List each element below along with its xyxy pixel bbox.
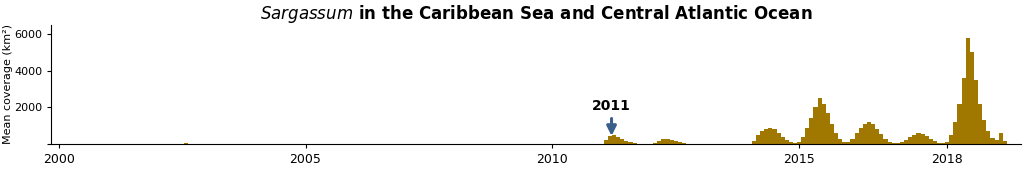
Bar	[962, 78, 966, 144]
Bar	[929, 139, 933, 144]
Bar	[809, 118, 813, 144]
Bar	[937, 143, 941, 144]
Bar	[904, 140, 908, 144]
Bar	[776, 133, 780, 144]
Bar	[666, 139, 670, 144]
Bar	[653, 143, 657, 144]
Bar	[760, 131, 764, 144]
Bar	[966, 38, 970, 144]
Bar	[978, 104, 982, 144]
Bar	[662, 139, 666, 144]
Bar	[772, 129, 776, 144]
Bar	[941, 143, 945, 144]
Bar	[657, 140, 662, 144]
Bar	[682, 143, 686, 144]
Bar	[633, 143, 637, 144]
Bar	[805, 128, 809, 144]
Bar	[953, 122, 957, 144]
Bar	[825, 113, 830, 144]
Bar	[674, 141, 678, 144]
Bar	[843, 142, 847, 144]
Text: 2011: 2011	[592, 99, 631, 132]
Bar	[880, 134, 884, 144]
Bar	[949, 135, 953, 144]
Bar	[900, 142, 904, 144]
Title: $\mathit{Sargassum}$ in the Caribbean Sea and Central Atlantic Ocean: $\mathit{Sargassum}$ in the Caribbean Se…	[260, 3, 813, 25]
Bar	[912, 135, 916, 144]
Bar	[851, 139, 855, 144]
Bar	[871, 124, 876, 144]
Bar	[884, 139, 888, 144]
Bar	[616, 137, 621, 144]
Bar	[780, 137, 784, 144]
Bar	[896, 143, 900, 144]
Bar	[604, 140, 608, 144]
Bar	[990, 138, 994, 144]
Bar	[859, 128, 863, 144]
Bar	[678, 142, 682, 144]
Bar	[908, 137, 912, 144]
Bar	[876, 129, 880, 144]
Bar	[925, 136, 929, 144]
Bar	[863, 124, 867, 144]
Bar	[184, 143, 188, 144]
Bar	[784, 140, 788, 144]
Bar	[986, 131, 990, 144]
Bar	[847, 142, 851, 144]
Bar	[916, 133, 921, 144]
Bar	[998, 133, 1002, 144]
Bar	[957, 104, 962, 144]
Bar	[834, 133, 839, 144]
Y-axis label: Mean coverage (km²): Mean coverage (km²)	[3, 25, 12, 144]
Bar	[982, 120, 986, 144]
Bar	[817, 98, 822, 144]
Bar	[621, 139, 625, 144]
Bar	[974, 80, 978, 144]
Bar	[788, 142, 793, 144]
Bar	[867, 122, 871, 144]
Bar	[764, 129, 768, 144]
Bar	[994, 140, 998, 144]
Bar	[629, 142, 633, 144]
Bar	[670, 140, 674, 144]
Bar	[797, 142, 801, 144]
Bar	[752, 140, 756, 144]
Bar	[945, 142, 949, 144]
Bar	[855, 133, 859, 144]
Bar	[813, 107, 817, 144]
Bar	[625, 140, 629, 144]
Bar	[793, 143, 797, 144]
Bar	[768, 128, 772, 144]
Bar	[838, 139, 843, 144]
Bar	[756, 135, 760, 144]
Bar	[970, 52, 974, 144]
Bar	[921, 134, 925, 144]
Bar	[801, 137, 805, 144]
Bar	[888, 142, 892, 144]
Bar	[1002, 140, 1007, 144]
Bar	[612, 135, 616, 144]
Bar	[892, 143, 896, 144]
Bar	[829, 124, 835, 144]
Bar	[608, 137, 612, 144]
Bar	[821, 104, 826, 144]
Bar	[933, 141, 937, 144]
